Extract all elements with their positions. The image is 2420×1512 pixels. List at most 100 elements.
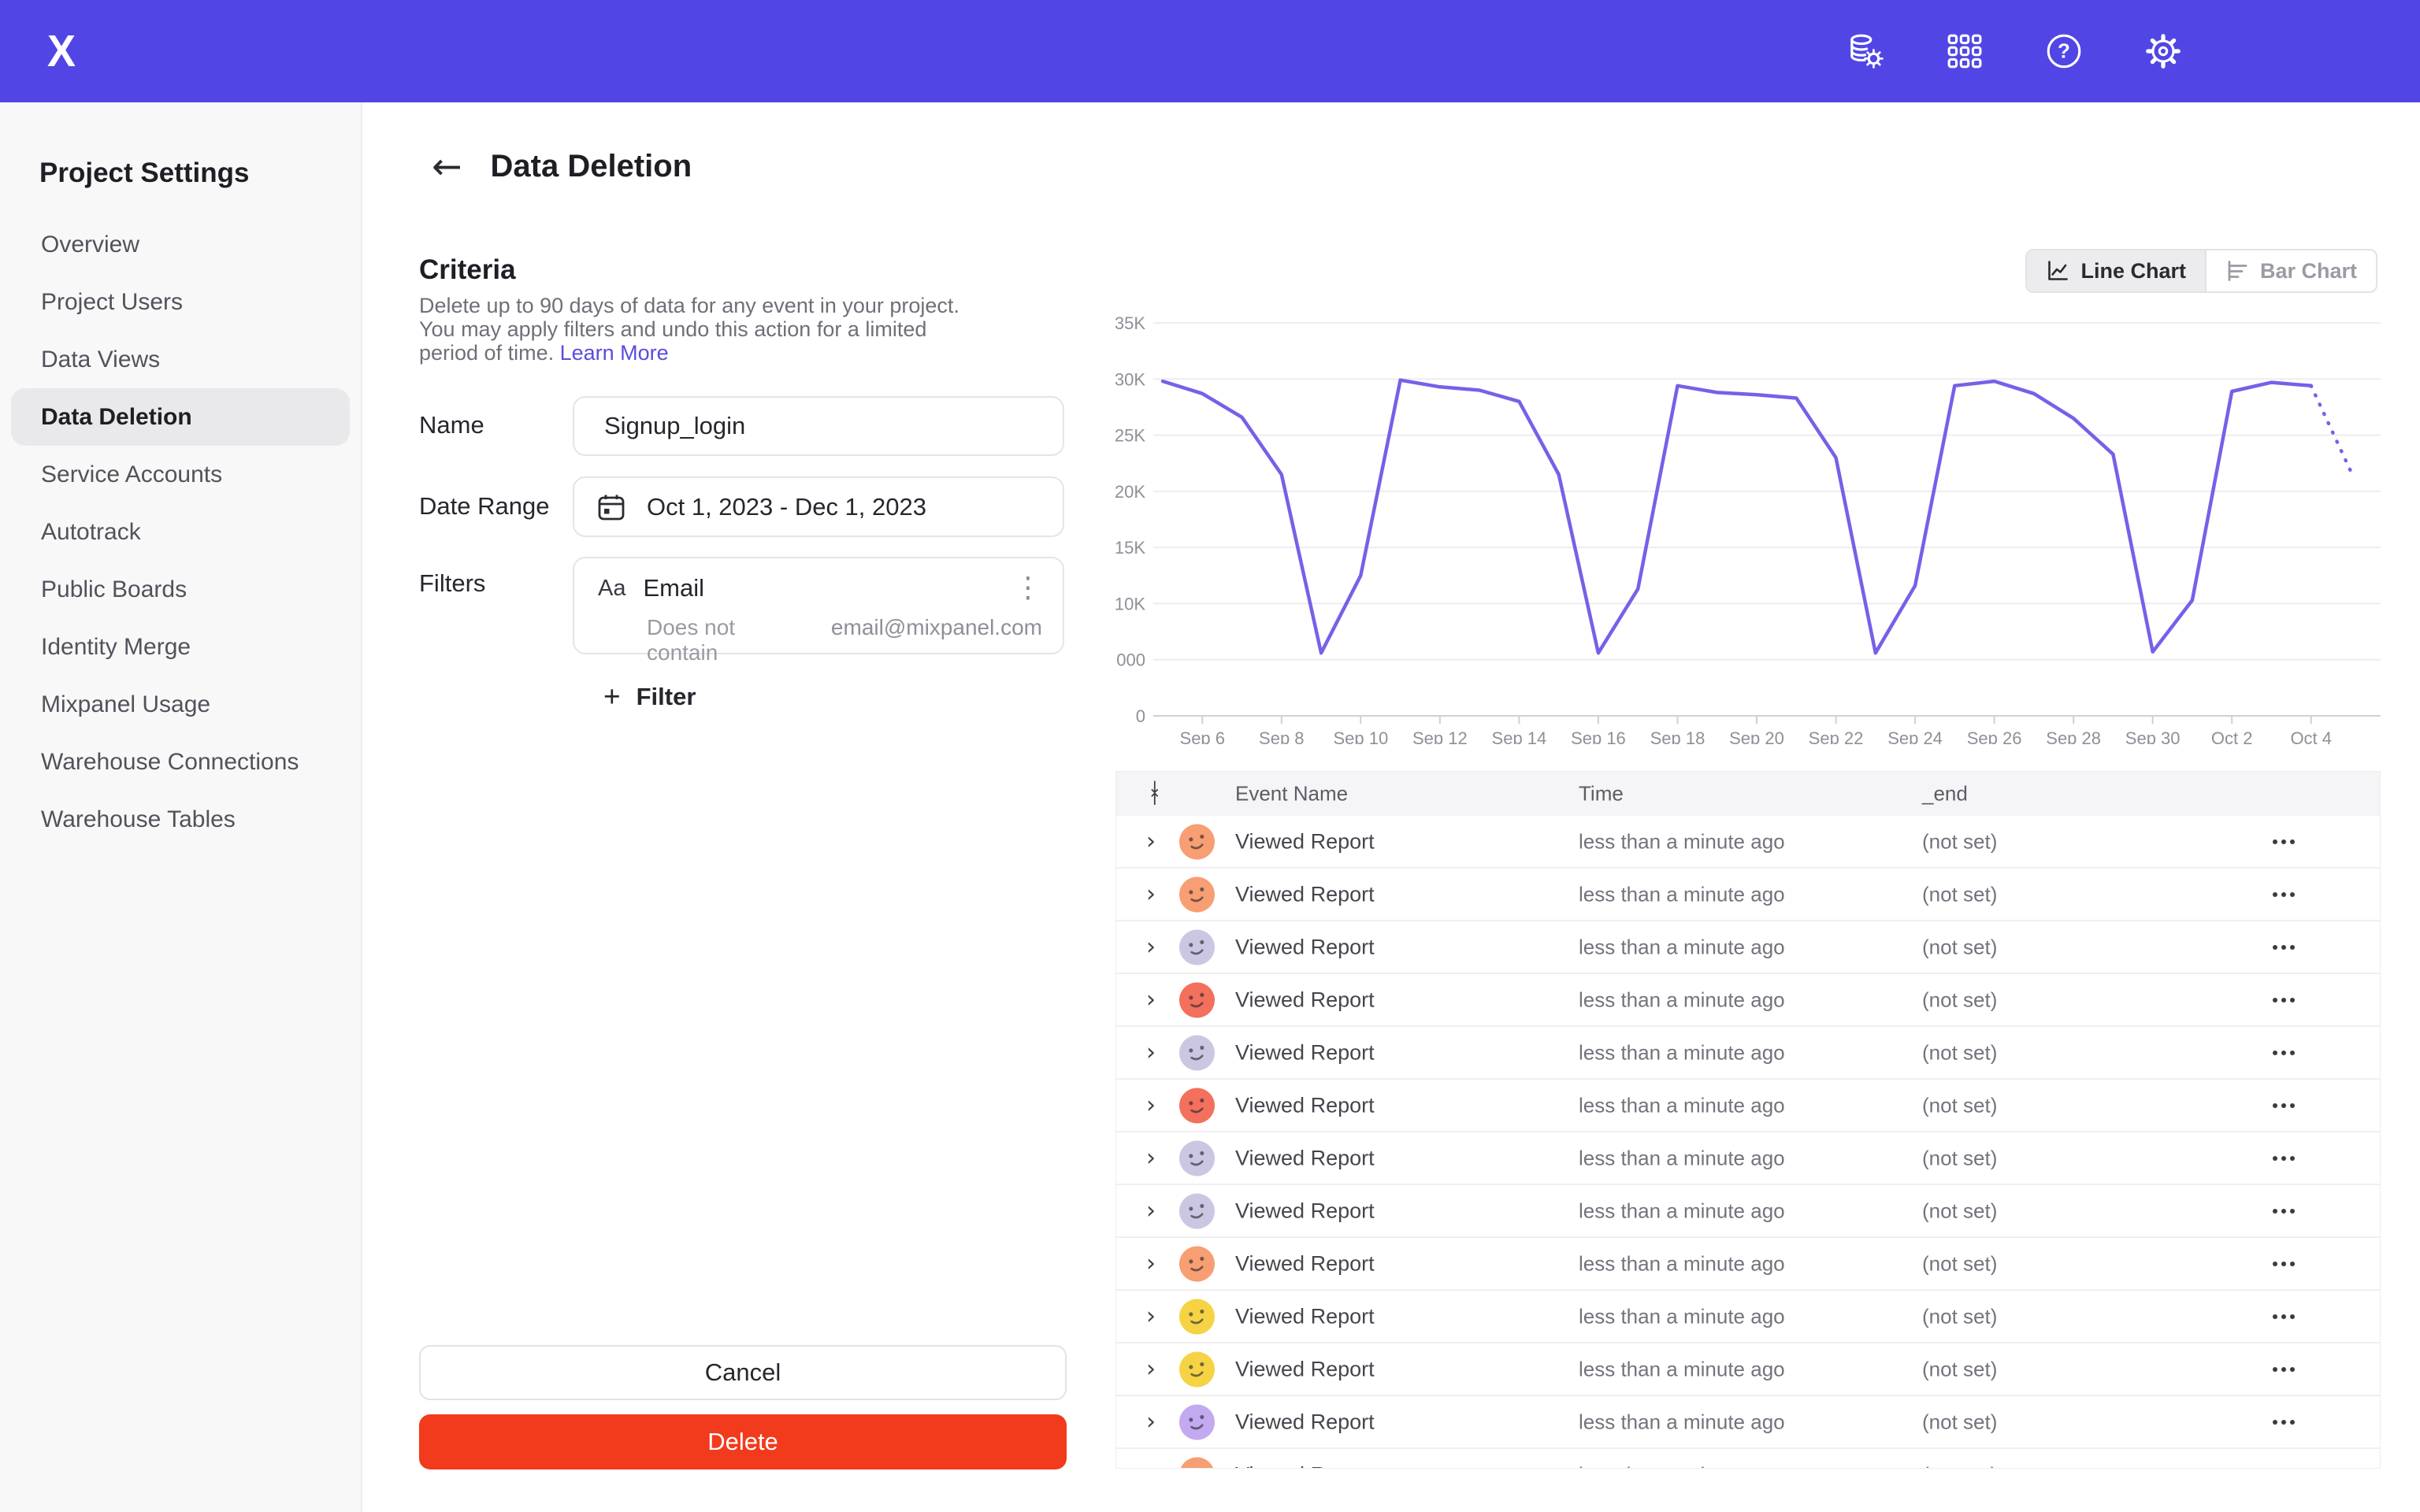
date-range-value: Oct 1, 2023 - Dec 1, 2023 (647, 492, 926, 521)
sidebar-item-autotrack[interactable]: Autotrack (41, 518, 141, 545)
column-header-end[interactable]: _end (1922, 781, 1968, 806)
row-expand-chevron-icon[interactable]: › (1146, 932, 1156, 961)
main-content: ← Data Deletion Criteria Delete up to 90… (362, 102, 2420, 1512)
table-row[interactable]: › Viewed Report less than a minute ago (not… (1116, 1291, 2380, 1343)
back-arrow-icon[interactable]: ← (432, 145, 462, 187)
time-cell: less than a minute ago (1579, 1304, 1785, 1328)
filter-menu-icon[interactable]: ⋮ (1014, 572, 1042, 604)
table-row[interactable]: › Viewed Report less than a minute ago (not… (1116, 869, 2380, 921)
help-icon[interactable]: ? (2043, 31, 2084, 72)
table-row[interactable]: › Viewed Report less than a minute ago (not… (1116, 921, 2380, 974)
event-name-cell: Viewed Report (1235, 1251, 1375, 1275)
row-expand-chevron-icon[interactable]: › (1146, 1143, 1156, 1172)
delete-button[interactable]: Delete (419, 1414, 1067, 1469)
table-row[interactable]: › Viewed Report less than a minute ago (not… (1116, 1080, 2380, 1132)
table-row[interactable]: › Viewed Report less than a minute ago (not… (1116, 1238, 2380, 1291)
filter-operator[interactable]: Does not contain (647, 615, 736, 665)
row-expand-chevron-icon[interactable]: › (1146, 1462, 1156, 1468)
user-avatar (1179, 1035, 1215, 1070)
sidebar-item-service-accounts[interactable]: Service Accounts (41, 461, 223, 487)
sidebar-item-warehouse-connections[interactable]: Warehouse Connections (41, 748, 299, 775)
row-expand-chevron-icon[interactable]: › (1146, 985, 1156, 1014)
sidebar-item-data-views[interactable]: Data Views (41, 346, 161, 372)
page-title: Data Deletion (490, 148, 692, 183)
table-row[interactable]: › Viewed Report less than a minute ago (not… (1116, 1396, 2380, 1449)
sort-icon[interactable]: ↓ ↑ (1148, 778, 1162, 809)
sidebar-item-project-users[interactable]: Project Users (41, 288, 184, 315)
row-menu-icon[interactable] (2273, 1366, 2295, 1372)
date-range-input[interactable]: Oct 1, 2023 - Dec 1, 2023 (573, 476, 1064, 537)
settings-icon[interactable] (2143, 31, 2184, 72)
row-expand-chevron-icon[interactable]: › (1146, 1407, 1156, 1436)
table-row[interactable]: › Viewed Report less than a minute ago (not… (1116, 1027, 2380, 1080)
table-row[interactable]: › Viewed Report less than a minute ago (not… (1116, 1185, 2380, 1238)
svg-text:30K: 30K (1115, 369, 1145, 389)
row-expand-chevron-icon[interactable]: › (1146, 827, 1156, 855)
sidebar-item-data-deletion[interactable]: Data Deletion (11, 388, 350, 446)
mixpanel-logo[interactable]: X (47, 26, 76, 76)
table-row[interactable]: › Viewed Report less than a minute ago (not… (1116, 1449, 2380, 1468)
event-name-cell: Viewed Report (1235, 935, 1375, 958)
event-name-cell: Viewed Report (1235, 1357, 1375, 1380)
row-menu-icon[interactable] (2273, 997, 2295, 1002)
row-menu-icon[interactable] (2273, 1419, 2295, 1425)
table-row[interactable]: › Viewed Report less than a minute ago (not… (1116, 974, 2380, 1027)
row-menu-icon[interactable] (2273, 839, 2295, 844)
sidebar-item-public-boards[interactable]: Public Boards (41, 576, 187, 602)
row-expand-chevron-icon[interactable]: › (1146, 1354, 1156, 1383)
bar-chart-icon (2228, 261, 2247, 281)
data-management-icon[interactable] (1845, 31, 1886, 72)
svg-text:?: ? (2058, 39, 2070, 62)
column-header-event-name[interactable]: Event Name (1235, 781, 1349, 806)
row-expand-chevron-icon[interactable]: › (1146, 1249, 1156, 1277)
row-expand-chevron-icon[interactable]: › (1146, 1038, 1156, 1066)
learn-more-link[interactable]: Learn More (559, 341, 669, 365)
row-menu-icon[interactable] (2273, 1208, 2295, 1214)
row-expand-chevron-icon[interactable]: › (1146, 1302, 1156, 1330)
filter-value[interactable]: email@mixpanel.com (830, 615, 1042, 639)
event-name-cell: Viewed Report (1235, 1462, 1375, 1468)
criteria-heading: Criteria (419, 254, 516, 285)
table-row[interactable]: › Viewed Report less than a minute ago (not… (1116, 816, 2380, 869)
add-filter-button[interactable]: + Filter (603, 682, 696, 711)
row-menu-icon[interactable] (2273, 891, 2295, 897)
svg-text:5,000: 5,000 (1115, 650, 1145, 670)
svg-text:Sep 16: Sep 16 (1571, 728, 1626, 744)
table-row[interactable]: › Viewed Report less than a minute ago (not… (1116, 1132, 2380, 1185)
bar-chart-toggle[interactable]: Bar Chart (2206, 250, 2376, 291)
apps-grid-icon[interactable] (1944, 31, 1985, 72)
sidebar-item-overview[interactable]: Overview (41, 231, 140, 258)
filter-card[interactable]: Aa Email ⋮ Does not contain email@mixpan… (573, 557, 1064, 665)
sidebar-item-warehouse-tables[interactable]: Warehouse Tables (41, 806, 236, 832)
filters-label: Filters (419, 569, 486, 597)
svg-text:Sep 28: Sep 28 (2046, 728, 2101, 744)
line-chart-toggle[interactable]: Line Chart (2027, 250, 2207, 291)
row-expand-chevron-icon[interactable]: › (1146, 1196, 1156, 1225)
sidebar: Project Settings Overview Project Users Da… (0, 102, 362, 1512)
bar-chart-label: Bar Chart (2259, 258, 2357, 283)
line-chart-label: Line Chart (2080, 258, 2186, 283)
row-menu-icon[interactable] (2273, 1102, 2295, 1108)
svg-text:25K: 25K (1115, 426, 1145, 446)
table-row[interactable]: › Viewed Report less than a minute ago (not… (1116, 1343, 2380, 1396)
cancel-button[interactable]: Cancel (419, 1345, 1067, 1400)
event-name-cell: Viewed Report (1235, 829, 1375, 853)
row-expand-chevron-icon[interactable]: › (1146, 880, 1156, 908)
row-menu-icon[interactable] (2273, 1050, 2295, 1055)
svg-text:Sep 14: Sep 14 (1492, 728, 1547, 744)
row-menu-icon[interactable] (2273, 1261, 2295, 1266)
sidebar-item-identity-merge[interactable]: Identity Merge (41, 633, 191, 660)
svg-text:Sep 10: Sep 10 (1333, 728, 1388, 744)
time-cell: less than a minute ago (1579, 1357, 1785, 1380)
criteria-description-text: Delete up to 90 days of data for any eve… (419, 294, 959, 365)
row-menu-icon[interactable] (2273, 1155, 2295, 1161)
column-header-time[interactable]: Time (1579, 781, 1624, 806)
row-menu-icon[interactable] (2273, 1314, 2295, 1319)
event-name-cell: Viewed Report (1235, 988, 1375, 1011)
row-expand-chevron-icon[interactable]: › (1146, 1091, 1156, 1119)
row-menu-icon[interactable] (2273, 944, 2295, 950)
name-input[interactable] (573, 396, 1064, 456)
end-cell: (not set) (1922, 1093, 1998, 1117)
sidebar-item-mixpanel-usage[interactable]: Mixpanel Usage (41, 691, 211, 717)
svg-text:Sep 30: Sep 30 (2125, 728, 2181, 744)
